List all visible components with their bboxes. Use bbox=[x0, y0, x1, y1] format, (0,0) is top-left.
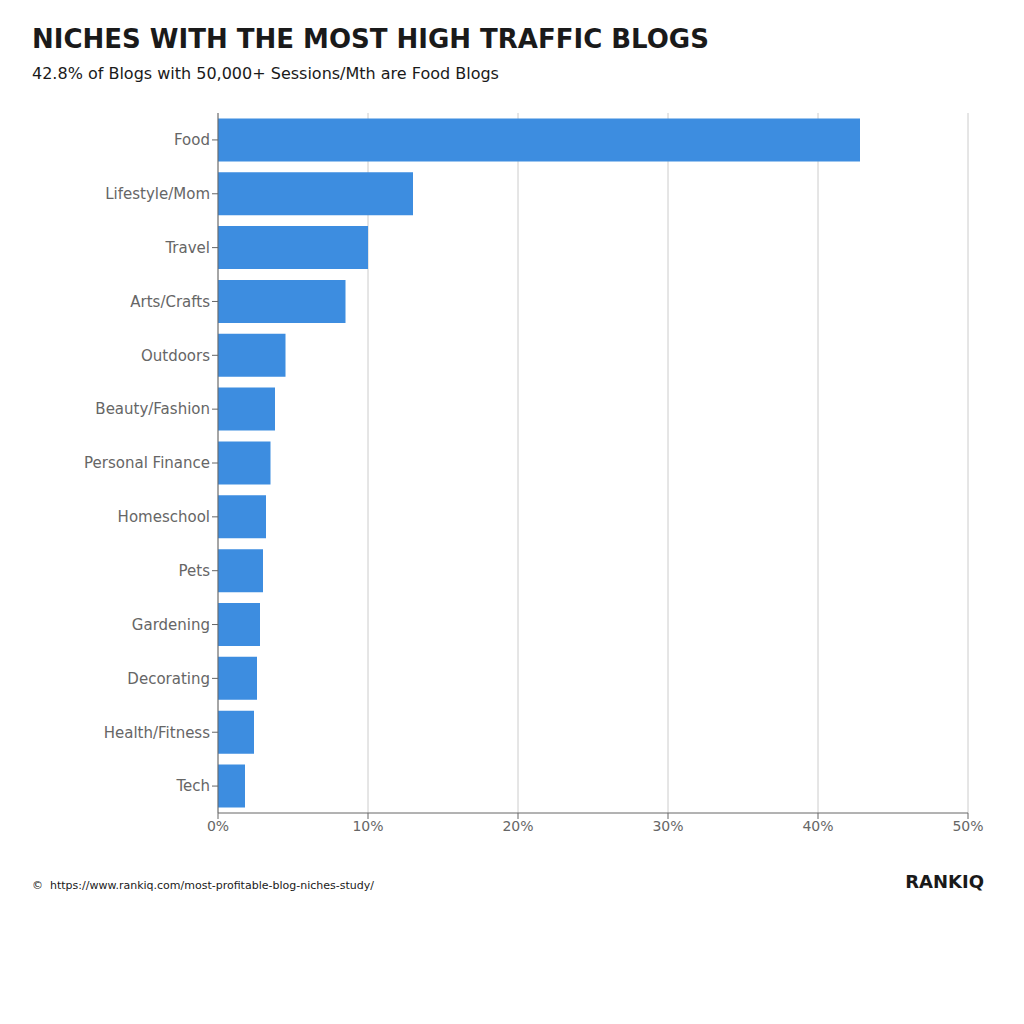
svg-text:Arts/Crafts: Arts/Crafts bbox=[130, 293, 210, 311]
html-text:NICHES WITH THE MOST HIGH TRAF: NICHES WITH THE MOST HIGH TRAFFIC BLOGS bbox=[32, 24, 709, 54]
svg-text:Beauty/Fashion: Beauty/Fashion bbox=[95, 400, 210, 418]
svg-text:10%: 10% bbox=[352, 818, 383, 834]
svg-text:Travel: Travel bbox=[164, 239, 210, 257]
svg-text:0%: 0% bbox=[207, 818, 229, 834]
svg-text:Outdoors: Outdoors bbox=[141, 347, 210, 365]
html-text:© https://www.rankiq.com/most-: © https://www.rankiq.com/most-profitable… bbox=[32, 879, 374, 892]
svg-text:Decorating: Decorating bbox=[127, 670, 210, 688]
svg-text:Personal Finance: Personal Finance bbox=[84, 454, 210, 472]
svg-text:Health/Fitness: Health/Fitness bbox=[104, 724, 210, 742]
svg-text:Tech: Tech bbox=[175, 777, 210, 795]
svg-text:40%: 40% bbox=[802, 818, 833, 834]
svg-text:Gardening: Gardening bbox=[132, 616, 210, 634]
svg-text:Homeschool: Homeschool bbox=[118, 508, 210, 526]
svg-text:30%: 30% bbox=[652, 818, 683, 834]
svg-text:50%: 50% bbox=[952, 818, 983, 834]
html-text:42.8% of Blogs with 50,000+ Se: 42.8% of Blogs with 50,000+ Sessions/Mth… bbox=[32, 64, 499, 83]
svg-text:20%: 20% bbox=[502, 818, 533, 834]
svg-text:Pets: Pets bbox=[179, 562, 211, 580]
svg-text:Lifestyle/Mom: Lifestyle/Mom bbox=[105, 185, 210, 203]
html-text:RANKIQ: RANKIQ bbox=[905, 871, 984, 892]
svg-text:Food: Food bbox=[174, 131, 210, 149]
